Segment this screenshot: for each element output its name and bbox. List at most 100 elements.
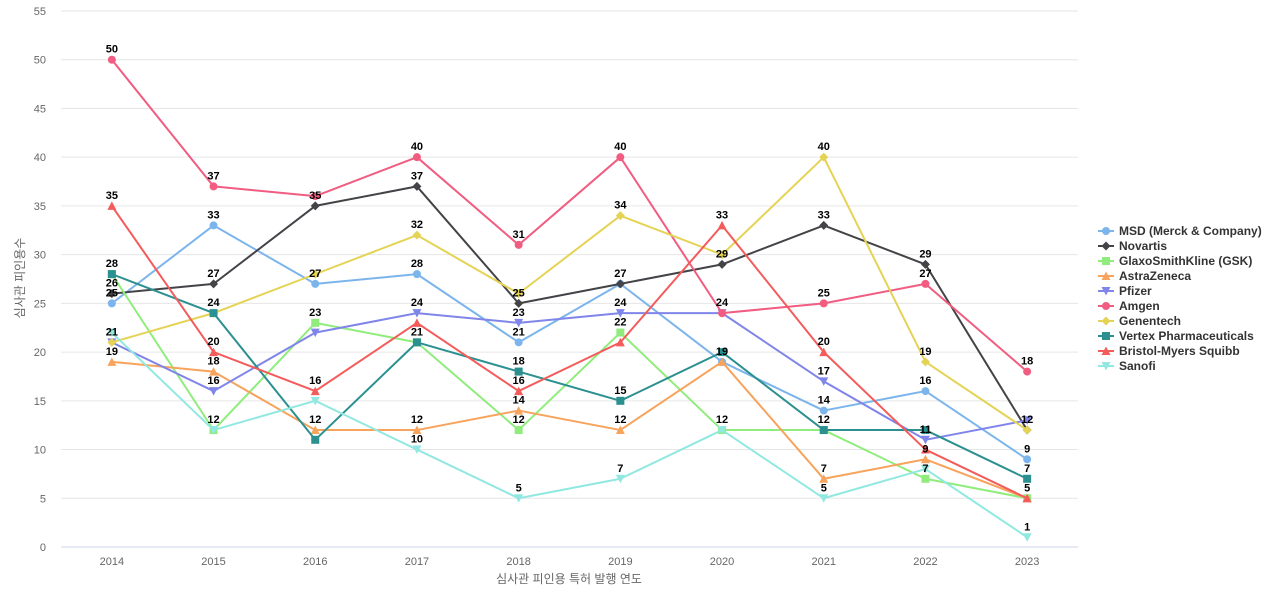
data-point bbox=[107, 270, 116, 279]
gridlines bbox=[61, 10, 1078, 548]
x-tick-label: 2014 bbox=[100, 556, 124, 568]
legend-item[interactable]: AstraZeneca bbox=[1098, 269, 1191, 283]
data-label: 12 bbox=[716, 414, 728, 426]
data-label: 28 bbox=[106, 258, 118, 270]
data-point bbox=[717, 220, 727, 230]
data-point bbox=[412, 338, 421, 347]
y-tick-label: 40 bbox=[34, 152, 46, 164]
data-point bbox=[819, 220, 829, 230]
data-point bbox=[819, 299, 828, 308]
series-pfizer bbox=[107, 309, 1032, 445]
legend-item[interactable]: Pfizer bbox=[1098, 284, 1152, 298]
data-point bbox=[819, 494, 829, 503]
data-label: 14 bbox=[513, 395, 526, 407]
legend-item[interactable]: Genentech bbox=[1098, 314, 1181, 328]
data-point bbox=[717, 259, 727, 269]
data-label: 35 bbox=[106, 190, 118, 202]
y-tick-label: 30 bbox=[34, 250, 46, 262]
x-tick-label: 2017 bbox=[405, 556, 429, 568]
legend-item[interactable]: MSD (Merck & Company) bbox=[1098, 224, 1262, 238]
data-label: 37 bbox=[411, 170, 423, 182]
legend-marker bbox=[1102, 227, 1110, 235]
legend-item[interactable]: Sanofi bbox=[1098, 359, 1156, 373]
data-label: 12 bbox=[614, 414, 626, 426]
data-label: 23 bbox=[513, 307, 525, 319]
data-label: 12 bbox=[411, 414, 423, 426]
y-axis-title: 심사관 피인용수 bbox=[13, 238, 27, 319]
data-label: 33 bbox=[818, 209, 830, 221]
data-label: 22 bbox=[614, 317, 626, 329]
data-point bbox=[209, 279, 219, 289]
data-point bbox=[514, 367, 523, 376]
data-point bbox=[412, 318, 422, 327]
data-point bbox=[310, 328, 320, 338]
data-label: 26 bbox=[106, 278, 118, 290]
data-label: 21 bbox=[106, 326, 118, 338]
x-tick-label: 2016 bbox=[303, 556, 327, 568]
data-label: 40 bbox=[411, 141, 423, 153]
data-point bbox=[310, 269, 320, 279]
legend-marker bbox=[1101, 271, 1111, 280]
series-vertex-pharmaceuticals bbox=[107, 270, 1032, 483]
series-line bbox=[110, 204, 1029, 500]
data-point bbox=[920, 465, 930, 474]
data-point bbox=[209, 347, 219, 357]
data-point bbox=[718, 348, 727, 357]
legend-item[interactable]: Novartis bbox=[1098, 239, 1167, 253]
y-tick-label: 20 bbox=[34, 347, 46, 359]
y-tick-label: 25 bbox=[34, 298, 46, 310]
series-line bbox=[110, 312, 1029, 441]
data-point bbox=[412, 309, 422, 318]
data-label: 25 bbox=[106, 287, 118, 299]
data-label: 37 bbox=[207, 170, 219, 182]
legend-marker bbox=[1102, 302, 1110, 310]
data-point bbox=[412, 153, 421, 162]
x-tick-label: 2022 bbox=[913, 556, 937, 568]
series-bristol-myers-squibb bbox=[107, 201, 1032, 503]
data-label: 24 bbox=[716, 297, 729, 309]
data-point bbox=[514, 240, 523, 249]
y-tick-label: 10 bbox=[34, 445, 46, 457]
data-point bbox=[615, 211, 625, 221]
y-tick-label: 15 bbox=[34, 396, 46, 408]
data-point bbox=[615, 309, 625, 318]
data-point bbox=[412, 270, 421, 279]
data-point bbox=[819, 152, 829, 162]
data-label: 12 bbox=[513, 414, 525, 426]
data-point bbox=[819, 406, 828, 415]
data-label: 33 bbox=[207, 209, 219, 221]
data-label: 16 bbox=[919, 375, 931, 387]
data-label: 20 bbox=[207, 336, 219, 348]
series-line bbox=[110, 331, 1029, 539]
data-label: 14 bbox=[818, 395, 831, 407]
data-point bbox=[412, 181, 422, 191]
data-label: 18 bbox=[207, 356, 219, 368]
data-point bbox=[514, 406, 524, 415]
legend-label: Genentech bbox=[1119, 314, 1181, 328]
data-label: 12 bbox=[818, 414, 830, 426]
data-point bbox=[1022, 533, 1032, 542]
data-label: 7 bbox=[617, 463, 623, 475]
legend-item[interactable]: GlaxoSmithKline (GSK) bbox=[1098, 254, 1252, 268]
legend-item[interactable]: Vertex Pharmaceuticals bbox=[1098, 329, 1254, 343]
data-point bbox=[819, 474, 829, 483]
legend-label: Pfizer bbox=[1119, 284, 1152, 298]
y-tick-label: 45 bbox=[34, 103, 46, 115]
legend-label: MSD (Merck & Company) bbox=[1119, 224, 1262, 238]
series-sanofi bbox=[107, 328, 1032, 542]
data-point bbox=[514, 386, 524, 396]
legend-item[interactable]: Bristol-Myers Squibb bbox=[1098, 344, 1240, 358]
legend-item[interactable]: Amgen bbox=[1098, 299, 1160, 313]
data-label: 5 bbox=[1024, 482, 1030, 494]
series-line bbox=[110, 360, 1029, 500]
legend-label: Amgen bbox=[1119, 299, 1160, 313]
data-label: 40 bbox=[614, 141, 626, 153]
data-label: 27 bbox=[309, 268, 321, 280]
data-point bbox=[107, 299, 116, 308]
data-label: 35 bbox=[309, 190, 321, 202]
data-label: 18 bbox=[1021, 356, 1033, 368]
series-line bbox=[110, 156, 1029, 432]
legend-marker bbox=[1102, 332, 1110, 340]
data-label: 16 bbox=[309, 375, 321, 387]
